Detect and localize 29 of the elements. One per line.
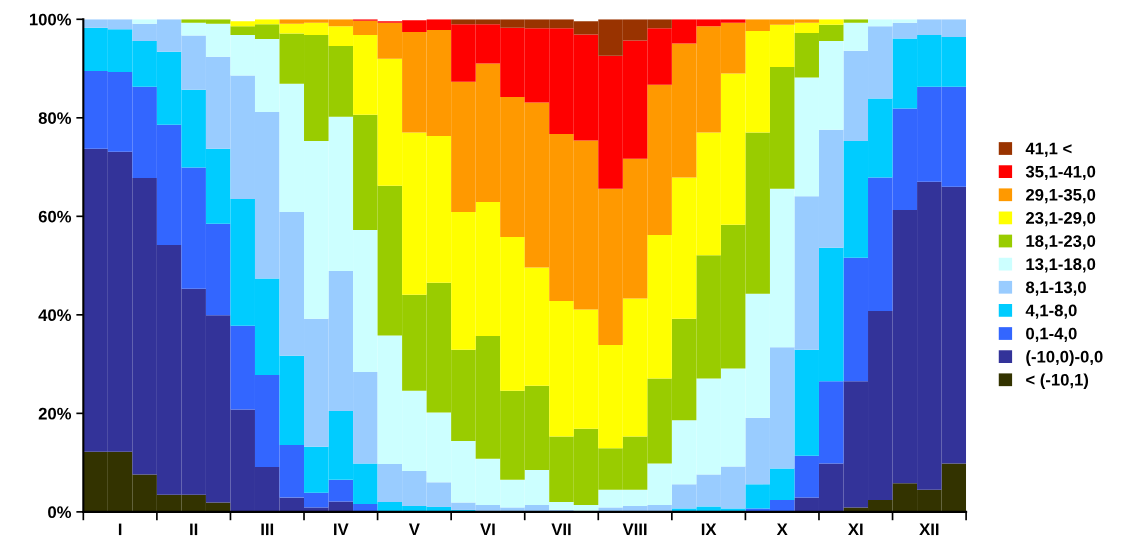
y-tick-label: 40% xyxy=(38,309,72,322)
x-tick-label: II xyxy=(190,523,198,536)
legend-label: 8,1-13,0 xyxy=(1025,281,1086,296)
legend-label: 4,1-8,0 xyxy=(1025,304,1077,319)
x-tick-label: XI xyxy=(848,523,863,536)
x-tick-label: VIII xyxy=(622,523,647,536)
legend-label: < (-10,1) xyxy=(1026,373,1089,390)
y-tick-label: 20% xyxy=(38,407,72,420)
legend-label: 13,1-18,0 xyxy=(1026,258,1096,273)
legend-label: 0,1-4,0 xyxy=(1026,327,1077,342)
legend-label: 29,1-35,0 xyxy=(1026,188,1096,204)
x-tick-label: IX xyxy=(701,523,717,536)
x-tick-label: X xyxy=(776,523,788,536)
x-tick-label: VI xyxy=(480,523,495,536)
x-tick-label: IV xyxy=(334,523,349,536)
y-tick-label: 60% xyxy=(38,210,72,223)
x-tick-label: XII xyxy=(919,523,939,536)
legend-label: (-10,0)-0,0 xyxy=(1026,350,1103,366)
x-tick-label: I xyxy=(118,523,122,536)
legend-label: 18,1-23,0 xyxy=(1026,235,1096,250)
legend-label: 41,1 < xyxy=(1025,142,1072,157)
legend-label: 23,1-29,0 xyxy=(1026,212,1096,227)
x-tick-label: III xyxy=(261,523,274,536)
y-tick-label: 80% xyxy=(38,112,72,125)
y-tick-label: 100% xyxy=(29,13,72,26)
x-tick-label: VII xyxy=(551,523,571,536)
y-tick-label: 0% xyxy=(48,506,72,519)
x-tick-label: V xyxy=(408,523,420,536)
legend-label: 35,1-41,0 xyxy=(1025,165,1096,181)
